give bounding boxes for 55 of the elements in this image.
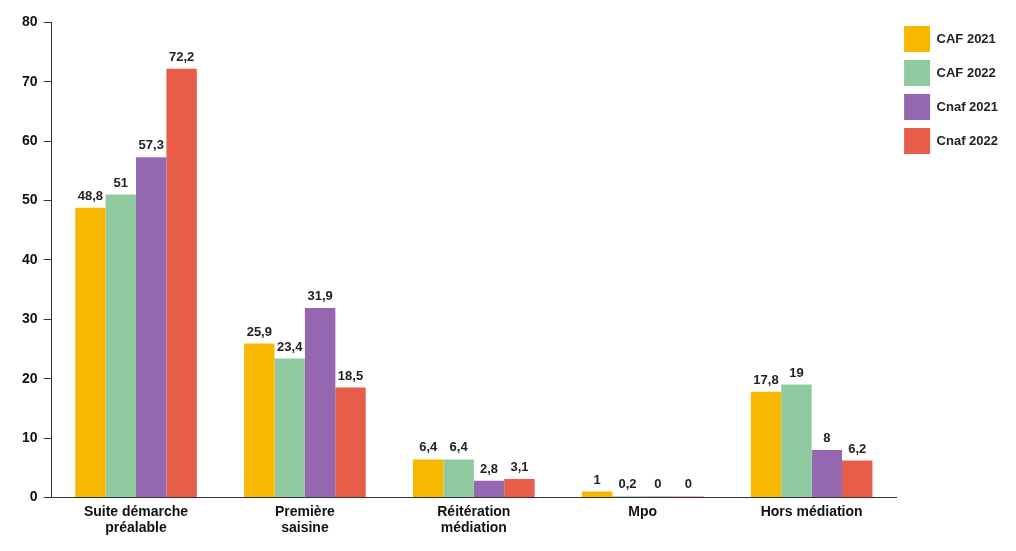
bar: [105, 194, 137, 497]
bar: [750, 391, 782, 497]
data-label: 19: [789, 364, 804, 380]
x-tick-label: Réitération médiation: [437, 502, 511, 536]
data-label: 3,1: [510, 459, 529, 475]
data-label: 31,9: [307, 288, 333, 304]
bar: [136, 157, 167, 497]
y-tick-label: 70: [21, 72, 38, 89]
y-tick-label: 10: [21, 428, 38, 445]
data-label: 18,5: [337, 367, 364, 383]
data-label: 0: [654, 476, 662, 492]
bar: [473, 480, 505, 497]
bar: [335, 387, 366, 497]
legend-label: CAF 2022: [936, 64, 996, 80]
data-label: 25,9: [246, 323, 272, 339]
data-label: 8: [823, 429, 831, 445]
bar: [781, 384, 812, 497]
bar: [274, 358, 305, 497]
data-label: 51: [113, 174, 129, 190]
bar: [581, 491, 613, 497]
bar: [75, 207, 106, 497]
y-tick-label: 50: [21, 191, 38, 208]
bar: [504, 478, 535, 497]
y-tick-label: 80: [21, 13, 38, 30]
data-label: 6,2: [848, 440, 867, 456]
data-label: 17,8: [753, 371, 779, 387]
x-tick-label: Hors médiation: [760, 502, 863, 519]
x-tick-label: Mpo: [628, 502, 658, 519]
bar: [842, 460, 873, 497]
x-tick-label: Suite démarche préalable: [83, 502, 189, 536]
bar: [166, 68, 197, 497]
y-tick-label: 0: [29, 488, 38, 505]
legend-label: Cnaf 2021: [936, 98, 998, 114]
y-tick-label: 20: [21, 369, 38, 386]
bar: [443, 459, 474, 497]
bar: [811, 449, 843, 497]
legend-label: CAF 2021: [936, 30, 996, 46]
bar: [304, 307, 336, 497]
data-label: 0: [684, 476, 692, 492]
data-label: 2,8: [479, 460, 499, 476]
data-label: 1: [593, 471, 601, 487]
data-label: 0,2: [618, 476, 637, 492]
x-tick-label: Première saisine: [274, 502, 336, 536]
data-label: 23,4: [277, 338, 304, 354]
legend-label: Cnaf 2022: [936, 132, 998, 148]
data-label: 6,4: [419, 439, 439, 455]
data-label: 72,2: [168, 48, 195, 64]
bar: [244, 343, 275, 497]
data-label: 57,3: [138, 137, 164, 153]
y-tick-label: 40: [21, 250, 38, 267]
y-tick-label: 30: [21, 310, 38, 327]
data-label: 6,4: [449, 439, 469, 455]
bar: [413, 459, 444, 497]
data-label: 48,8: [77, 187, 104, 203]
y-tick-label: 60: [21, 132, 38, 149]
